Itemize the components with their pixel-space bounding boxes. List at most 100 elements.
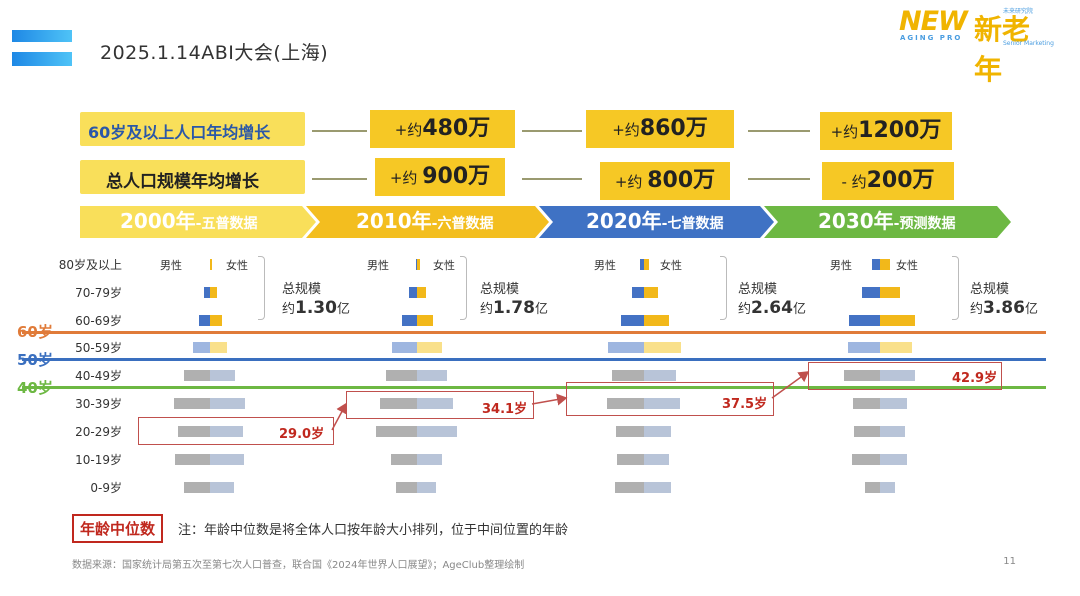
age-label: 50-59岁	[75, 341, 122, 355]
elderly-growth-label: 60岁及以上人口年均增长	[88, 123, 271, 142]
bar-female	[210, 287, 217, 298]
median-age-2030: 42.9岁	[952, 371, 998, 386]
bar-male	[844, 370, 880, 381]
bar-female	[880, 426, 905, 437]
bar-female	[644, 259, 649, 270]
bar-male	[199, 315, 210, 326]
brand-sub-text: AGING PRO	[900, 34, 963, 42]
chevron-2000	[80, 206, 316, 238]
chevron-2020-label: 2020年-七普数据	[586, 209, 724, 233]
bar-male	[848, 315, 880, 326]
total-growth-2030: - 约200万	[822, 162, 954, 200]
page-number: 11	[1003, 556, 1016, 567]
median-age-2010: 34.1岁	[482, 402, 528, 417]
bar-female	[880, 287, 900, 298]
total-growth-2010: +约 900万	[375, 158, 505, 196]
bar-male	[193, 342, 210, 353]
median-arrow-3	[771, 371, 810, 399]
bar-female	[644, 426, 671, 437]
bar-male	[852, 398, 880, 409]
bar-female	[644, 370, 676, 381]
total-bracket	[720, 256, 727, 320]
bar-male	[390, 454, 417, 465]
bar-male	[631, 287, 644, 298]
bar-male	[175, 454, 210, 465]
median-arrow-2	[531, 393, 568, 406]
bar-female	[644, 287, 658, 298]
bar-male	[415, 259, 417, 270]
age-label: 80岁及以上	[58, 258, 122, 272]
bar-male	[184, 370, 210, 381]
logo-bar-top	[12, 30, 72, 42]
elderly-growth-label-box: 60岁及以上人口年均增长	[80, 112, 305, 146]
bar-female	[880, 259, 890, 270]
brand-logo: NEW AGING PRO 新老年 未来研究院 Senior Marketing	[899, 6, 1054, 86]
gender-label-male: 男性	[594, 259, 616, 272]
age-label: 60-69岁	[75, 314, 122, 328]
chevron-2020	[539, 206, 774, 238]
brand-new-text: NEW	[899, 6, 968, 37]
bar-male	[385, 370, 417, 381]
threshold-line-60	[22, 331, 1046, 334]
bar-male	[872, 259, 880, 270]
bar-male	[861, 287, 880, 298]
total-scale-value: 约1.78亿	[480, 298, 548, 318]
age-label: 0-9岁	[90, 481, 122, 495]
bar-male	[402, 315, 417, 326]
age-label: 20-29岁	[75, 425, 122, 439]
page-title: 2025.1.14ABI大会(上海)	[100, 42, 329, 64]
bar-female	[417, 259, 420, 270]
bar-male	[184, 482, 210, 493]
age-label: 40-49岁	[75, 369, 122, 383]
bar-female	[210, 398, 245, 409]
bar-male	[392, 342, 417, 353]
threshold-label-50: 50岁	[17, 351, 53, 369]
total-scale-title: 总规模	[480, 282, 520, 297]
bar-male	[620, 315, 644, 326]
bar-male	[376, 426, 417, 437]
total-scale-value: 约1.30亿	[282, 298, 350, 318]
threshold-label-60: 60岁	[17, 323, 53, 341]
brand-tiny2-text: Senior Marketing	[1003, 40, 1054, 47]
bar-female	[210, 315, 222, 326]
bar-male	[174, 398, 210, 409]
threshold-line-40	[22, 386, 1046, 389]
chevron-2010-label: 2010年-六普数据	[356, 209, 494, 233]
bar-female	[417, 454, 442, 465]
median-age-2020: 37.5岁	[722, 397, 768, 412]
median-arrow-1	[331, 402, 348, 431]
total-scale-title: 总规模	[282, 282, 322, 297]
bar-female	[880, 370, 915, 381]
chevron-2010	[306, 206, 549, 238]
bar-female	[417, 315, 433, 326]
bar-female	[417, 370, 447, 381]
connector-2-top	[522, 130, 582, 132]
bar-male	[854, 426, 880, 437]
bar-female	[210, 482, 234, 493]
bar-female	[644, 482, 671, 493]
bar-male	[864, 482, 880, 493]
elderly-growth-2030: +约1200万	[820, 112, 952, 150]
gender-label-female: 女性	[433, 259, 455, 272]
total-growth-label: 总人口规模年均增长	[106, 172, 259, 192]
threshold-label-40: 40岁	[17, 379, 53, 397]
bar-male	[848, 342, 880, 353]
bar-female	[880, 454, 907, 465]
data-source: 数据来源：国家统计局第五次至第七次人口普查，联合国《2024年世界人口展望》；A…	[72, 560, 525, 571]
brand-cn-text: 新老年	[974, 13, 1031, 86]
age-label: 70-79岁	[75, 286, 122, 300]
bar-female	[644, 398, 680, 409]
median-age-2000: 29.0岁	[279, 427, 325, 442]
gender-label-male: 男性	[160, 259, 182, 272]
bar-male	[209, 259, 210, 270]
total-growth-2020: +约 800万	[600, 162, 730, 200]
bar-female	[210, 342, 227, 353]
bar-male	[640, 259, 644, 270]
timeline-chevrons	[80, 206, 1011, 238]
bar-male	[615, 482, 644, 493]
bar-female	[210, 454, 244, 465]
bar-male	[615, 426, 644, 437]
bar-male	[607, 398, 644, 409]
logo-bar-bottom	[12, 52, 72, 66]
